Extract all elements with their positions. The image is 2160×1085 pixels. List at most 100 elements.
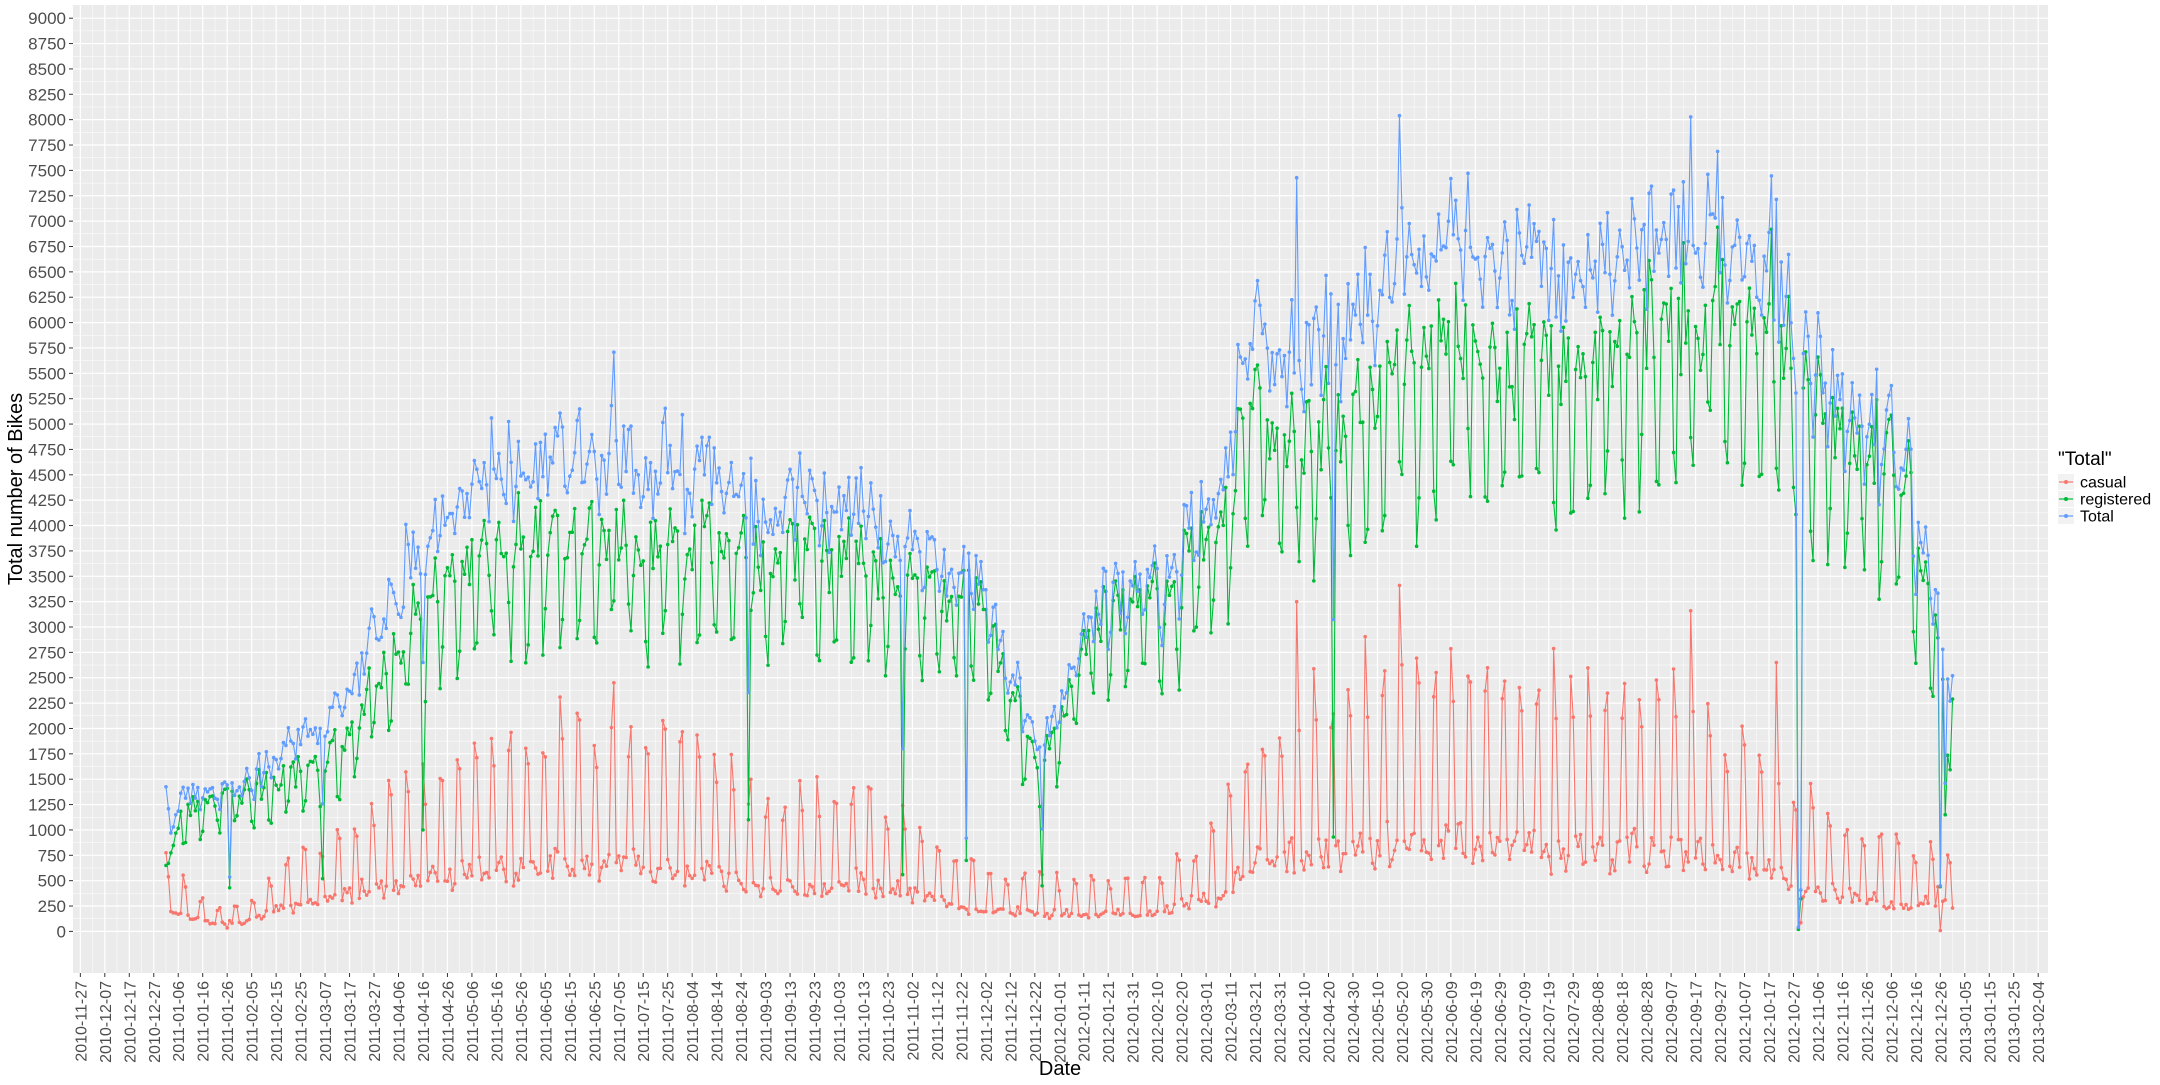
data-point	[1260, 747, 1265, 752]
data-point	[1050, 913, 1054, 918]
data-point	[1302, 868, 1306, 872]
data-point	[817, 658, 822, 663]
data-point	[913, 886, 917, 890]
data-point	[545, 553, 550, 557]
data-point	[1520, 709, 1524, 713]
data-point	[1015, 685, 1020, 689]
data-point	[1238, 407, 1243, 411]
data-point	[969, 664, 973, 668]
data-point	[1725, 460, 1730, 465]
data-point	[1441, 856, 1446, 861]
data-point	[1064, 907, 1069, 912]
data-point	[952, 585, 956, 590]
data-point	[1287, 350, 1292, 354]
data-point	[479, 877, 484, 882]
data-point	[1554, 716, 1558, 721]
data-point	[969, 591, 973, 596]
data-point	[1630, 196, 1634, 201]
data-point	[1294, 175, 1299, 180]
data-point	[734, 551, 739, 556]
data-point	[1336, 302, 1341, 307]
data-point	[1216, 525, 1221, 529]
data-point	[1414, 656, 1419, 660]
data-point	[450, 552, 455, 557]
data-point	[1784, 877, 1788, 882]
data-point	[440, 778, 445, 783]
data-point	[218, 807, 222, 812]
data-point	[905, 892, 910, 897]
x-tick-label: 2010-12-07	[98, 981, 115, 1063]
data-point	[457, 766, 462, 771]
data-point	[947, 599, 951, 604]
data-point	[1532, 828, 1536, 833]
data-point	[665, 542, 670, 547]
data-point	[1703, 241, 1708, 246]
data-point	[1373, 363, 1377, 368]
data-point	[1351, 839, 1355, 844]
data-point	[1747, 286, 1752, 291]
data-point	[541, 751, 545, 755]
y-tick-label: 4750	[28, 440, 66, 459]
data-point	[1698, 275, 1703, 280]
data-point	[1280, 550, 1284, 554]
y-tick-label: 0	[57, 922, 66, 941]
data-point	[1468, 494, 1473, 499]
data-point	[178, 911, 183, 916]
data-point	[1950, 673, 1955, 678]
data-point	[306, 734, 310, 738]
data-point	[533, 442, 538, 446]
data-point	[1023, 777, 1027, 781]
data-point	[1385, 339, 1390, 344]
data-point	[1414, 544, 1419, 549]
data-point	[538, 440, 543, 445]
data-point	[1644, 870, 1649, 875]
data-point	[1642, 287, 1646, 292]
data-point	[910, 547, 915, 552]
data-point	[810, 476, 814, 481]
data-point	[1588, 714, 1593, 718]
data-point	[1600, 328, 1605, 333]
data-point	[1453, 281, 1458, 286]
data-point	[1228, 430, 1233, 434]
data-point	[1781, 323, 1786, 328]
x-tick-label: 2012-05-20	[1395, 981, 1412, 1063]
data-point	[315, 768, 320, 773]
data-point	[1551, 500, 1556, 505]
data-point	[1605, 691, 1610, 695]
data-point	[560, 425, 565, 429]
data-point	[1899, 493, 1903, 497]
data-point	[954, 858, 959, 863]
data-point	[861, 509, 866, 513]
data-point	[678, 662, 682, 666]
data-point	[683, 577, 687, 581]
data-point	[423, 699, 428, 704]
x-tick-label: 2012-01-11	[1077, 981, 1094, 1062]
data-point	[974, 907, 978, 911]
data-point	[494, 868, 499, 873]
y-tick-label: 3250	[28, 593, 66, 612]
data-point	[717, 864, 721, 869]
data-point	[1108, 630, 1113, 635]
data-point	[1179, 605, 1184, 610]
data-point	[1926, 581, 1930, 586]
data-point	[1571, 715, 1576, 719]
data-point	[1338, 459, 1343, 464]
data-point	[337, 704, 342, 709]
data-point	[1473, 847, 1478, 852]
data-point	[1566, 336, 1571, 340]
data-point	[940, 574, 944, 579]
data-point	[1838, 397, 1842, 402]
data-point	[1170, 584, 1174, 589]
data-point	[487, 519, 491, 524]
data-point	[1630, 831, 1634, 836]
data-point	[1390, 300, 1394, 304]
data-point	[685, 487, 690, 492]
data-point	[1307, 853, 1311, 858]
legend-label: registered	[2080, 492, 2151, 509]
data-point	[1671, 667, 1676, 671]
data-point	[1828, 506, 1832, 511]
data-point	[820, 524, 824, 528]
data-point	[1184, 503, 1189, 508]
data-point	[311, 732, 315, 737]
x-tick-label: 2011-12-12	[1003, 981, 1020, 1062]
